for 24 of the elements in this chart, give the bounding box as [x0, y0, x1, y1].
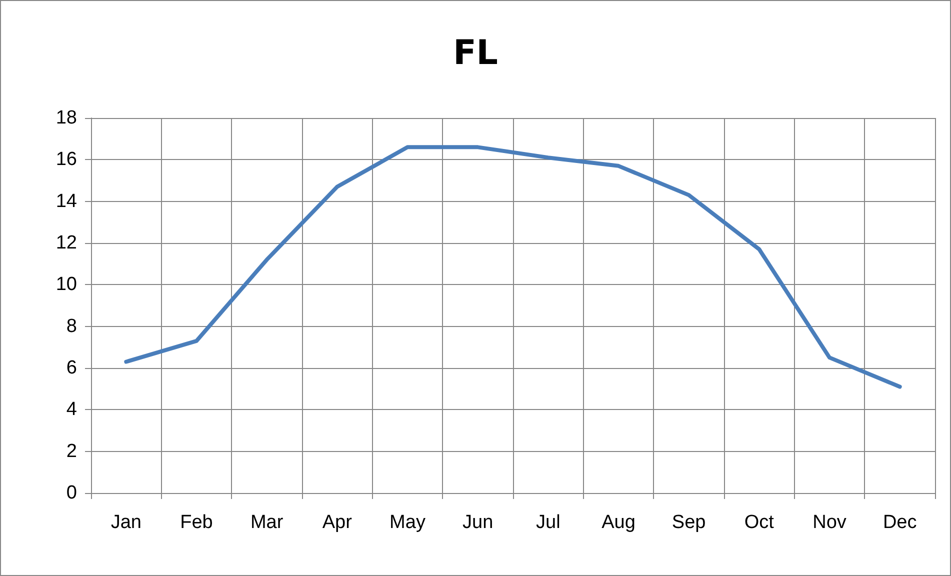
y-tick-label: 2	[66, 440, 77, 462]
chart-title: FL	[453, 33, 498, 73]
y-tick-label: 4	[66, 399, 78, 420]
y-tick-label: 12	[56, 232, 77, 254]
x-tick-label: Oct	[744, 512, 775, 533]
y-tick-label: 0	[66, 482, 77, 504]
y-tick-label: 14	[56, 190, 78, 212]
line-series	[124, 145, 902, 389]
x-tick-label: Sep	[672, 512, 706, 533]
y-tick-label: 6	[66, 358, 77, 378]
x-tick-label: Jul	[536, 512, 560, 533]
y-tick-label: 10	[56, 274, 77, 296]
y-tick-label: 18	[56, 108, 77, 128]
x-tick-label: Nov	[812, 512, 847, 533]
y-tick-label: 16	[56, 149, 77, 170]
x-tick-label: Mar	[250, 512, 284, 533]
x-tick-label: Apr	[322, 512, 353, 533]
x-tick-label: Dec	[882, 512, 917, 533]
x-tick-label: May	[390, 512, 426, 533]
x-tick-label: Jan	[110, 512, 142, 533]
y-tick-label: 8	[66, 316, 77, 337]
x-tick-label: Jun	[462, 512, 494, 533]
x-tick-label: Aug	[602, 512, 636, 533]
x-tick-label: Feb	[180, 512, 213, 533]
